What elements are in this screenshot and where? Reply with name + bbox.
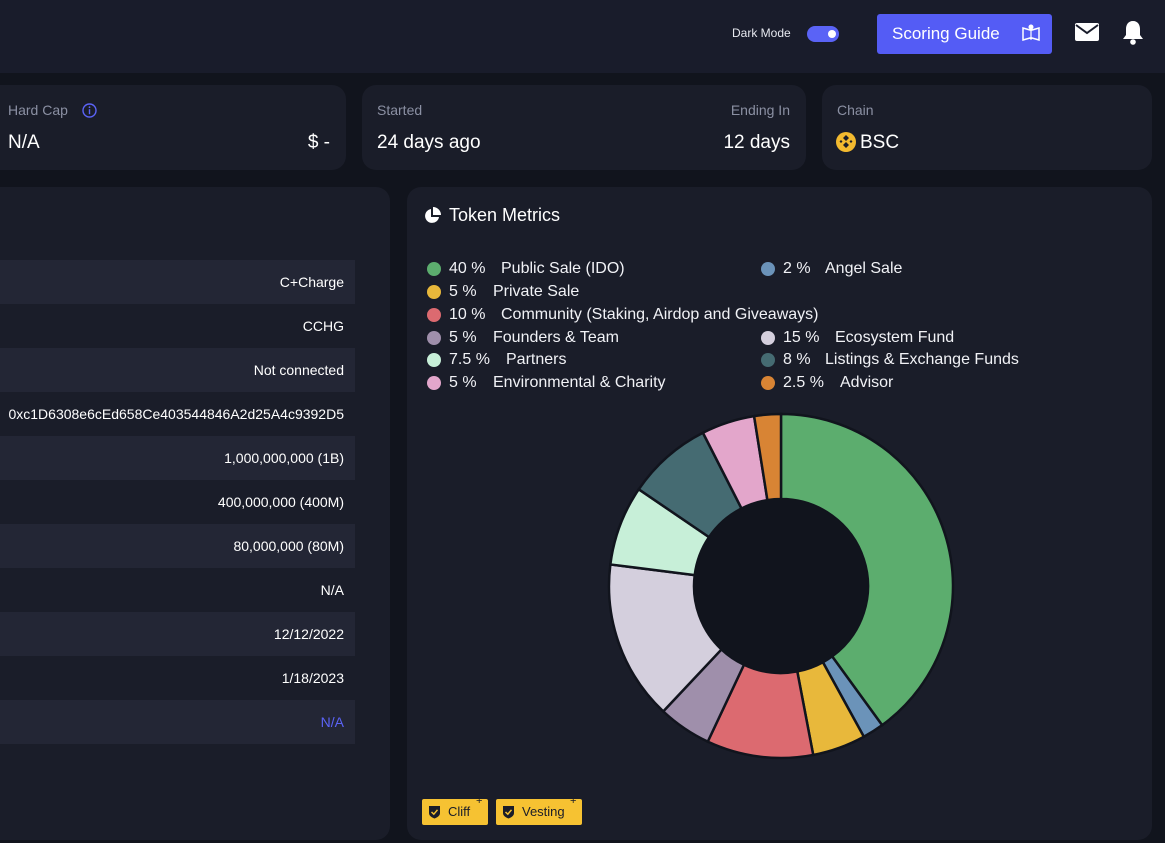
legend-percent: 2.5 % — [783, 374, 824, 391]
book-icon — [1022, 24, 1040, 41]
token-metrics-title: Token Metrics — [449, 205, 561, 225]
legend-label: Environmental & Charity — [493, 374, 666, 391]
legend-label: Private Sale — [493, 283, 580, 300]
timing-card: Started 24 days ago Ending In 12 days — [362, 85, 806, 170]
dark-mode-toggle[interactable] — [807, 26, 839, 42]
bell-icon[interactable] — [1122, 19, 1144, 45]
legend-item[interactable]: 2.5 % Advisor — [761, 373, 1061, 393]
legend-percent: 5 % — [449, 329, 477, 346]
row-value: 80,000,000 (80M) — [233, 538, 344, 554]
table-row: 1/18/2023 — [0, 656, 355, 700]
legend-swatch — [427, 262, 441, 276]
plus-icon: + — [570, 795, 577, 807]
row-value: Not connected — [253, 362, 344, 378]
contract-address[interactable]: 0xc1D6308e6cEd658Ce403544846A2d25A4c9392… — [8, 406, 344, 422]
shield-check-icon — [429, 806, 440, 819]
legend-label: Public Sale (IDO) — [501, 260, 625, 277]
row-value: N/A — [320, 582, 344, 598]
plus-icon: + — [476, 795, 483, 807]
token-details-panel: C+Charge CCHG Not connected 0xc1D6308e6c… — [0, 187, 390, 840]
legend-swatch — [427, 331, 441, 345]
table-row: 400,000,000 (400M) — [0, 480, 355, 524]
row-value: C+Charge — [279, 274, 344, 290]
legend-percent: 40 % — [449, 260, 486, 277]
legend-item[interactable]: 10 % Community (Staking, Airdop and Givea… — [427, 305, 847, 325]
mail-icon[interactable] — [1075, 22, 1099, 42]
vesting-tag[interactable]: Vesting + — [496, 795, 582, 825]
legend-item[interactable]: 5 % Private Sale — [427, 282, 727, 302]
ending-value: 12 days — [723, 132, 790, 153]
scoring-guide-label: Scoring Guide — [892, 24, 1000, 43]
legend-label: Community (Staking, Airdop and Giveaways… — [501, 306, 819, 323]
legend-label: Partners — [506, 351, 567, 368]
legend-label: Advisor — [840, 374, 894, 391]
table-row: N/A — [0, 700, 355, 744]
chain-card: Chain BSC — [822, 85, 1152, 170]
chain-label: Chain — [837, 102, 874, 118]
ending-label: Ending In — [730, 102, 790, 118]
table-row: Not connected — [0, 348, 355, 392]
legend-percent: 8 % — [783, 351, 811, 368]
legend-swatch — [761, 331, 775, 345]
legend-item[interactable]: 15 % Ecosystem Fund — [761, 328, 1061, 348]
legend-swatch — [761, 376, 775, 390]
legend-label: Founders & Team — [493, 329, 619, 346]
table-row: 80,000,000 (80M) — [0, 524, 355, 568]
hard-cap-label: Hard Cap — [8, 102, 68, 118]
legend-item[interactable]: 7.5 % Partners — [427, 350, 727, 370]
pie-chart-icon — [425, 207, 441, 223]
dark-mode-label: Dark Mode — [732, 26, 791, 40]
started-value: 24 days ago — [377, 132, 481, 153]
legend-swatch — [761, 353, 775, 367]
legend-percent: 15 % — [783, 329, 820, 346]
hard-cap-card: Hard Cap N/A $ - — [0, 85, 346, 170]
legend-percent: 5 % — [449, 283, 477, 300]
legend-swatch — [427, 376, 441, 390]
shield-check-icon — [503, 806, 514, 819]
token-metrics-panel: Token Metrics 40 % Public Sale (IDO) 2 % An… — [407, 187, 1152, 840]
row-link-value[interactable]: N/A — [320, 714, 344, 730]
legend-percent: 5 % — [449, 374, 477, 391]
row-value: 1,000,000,000 (1B) — [224, 450, 344, 466]
row-value: 400,000,000 (400M) — [217, 494, 344, 510]
legend-percent: 7.5 % — [449, 351, 490, 368]
legend-item[interactable]: 2 % Angel Sale — [761, 259, 1061, 279]
info-icon[interactable] — [82, 103, 97, 118]
table-row: N/A — [0, 568, 355, 612]
vesting-label: Vesting — [522, 804, 565, 819]
cliff-tag[interactable]: Cliff + — [422, 795, 488, 825]
toggle-knob — [828, 30, 836, 38]
donut-hole — [694, 499, 868, 673]
table-row: C+Charge — [0, 260, 355, 304]
legend-item[interactable]: 5 % Founders & Team — [427, 328, 727, 348]
legend-swatch — [427, 353, 441, 367]
table-row: 1,000,000,000 (1B) — [0, 436, 355, 480]
row-value: 12/12/2022 — [273, 626, 344, 642]
token-metrics-donut-chart — [607, 412, 955, 760]
scoring-guide-button[interactable]: Scoring Guide — [877, 14, 1052, 54]
legend-swatch — [761, 262, 775, 276]
legend-item[interactable]: 40 % Public Sale (IDO) — [427, 259, 727, 279]
started-label: Started — [377, 102, 423, 118]
table-row: 0xc1D6308e6cEd658Ce403544846A2d25A4c9392… — [0, 392, 355, 436]
hard-cap-value: N/A — [8, 132, 40, 153]
legend-percent: 10 % — [449, 306, 486, 323]
table-row: CCHG — [0, 304, 355, 348]
row-value: 1/18/2023 — [281, 670, 344, 686]
legend-swatch — [427, 308, 441, 322]
legend-item[interactable]: 5 % Environmental & Charity — [427, 373, 727, 393]
cliff-label: Cliff — [448, 804, 471, 819]
legend-item[interactable]: 8 % Listings & Exchange Funds — [761, 350, 1061, 370]
bsc-logo-icon — [836, 132, 856, 152]
row-value: CCHG — [302, 318, 344, 334]
table-row: 12/12/2022 — [0, 612, 355, 656]
top-bar: Dark Mode Scoring Guide — [0, 0, 1165, 73]
hard-cap-usd: $ - — [307, 132, 330, 153]
legend-label: Ecosystem Fund — [835, 329, 955, 346]
legend-label: Angel Sale — [825, 260, 903, 277]
legend-swatch — [427, 285, 441, 299]
chain-value: BSC — [860, 132, 900, 153]
legend-label: Listings & Exchange Funds — [825, 351, 1019, 368]
legend-percent: 2 % — [783, 260, 811, 277]
